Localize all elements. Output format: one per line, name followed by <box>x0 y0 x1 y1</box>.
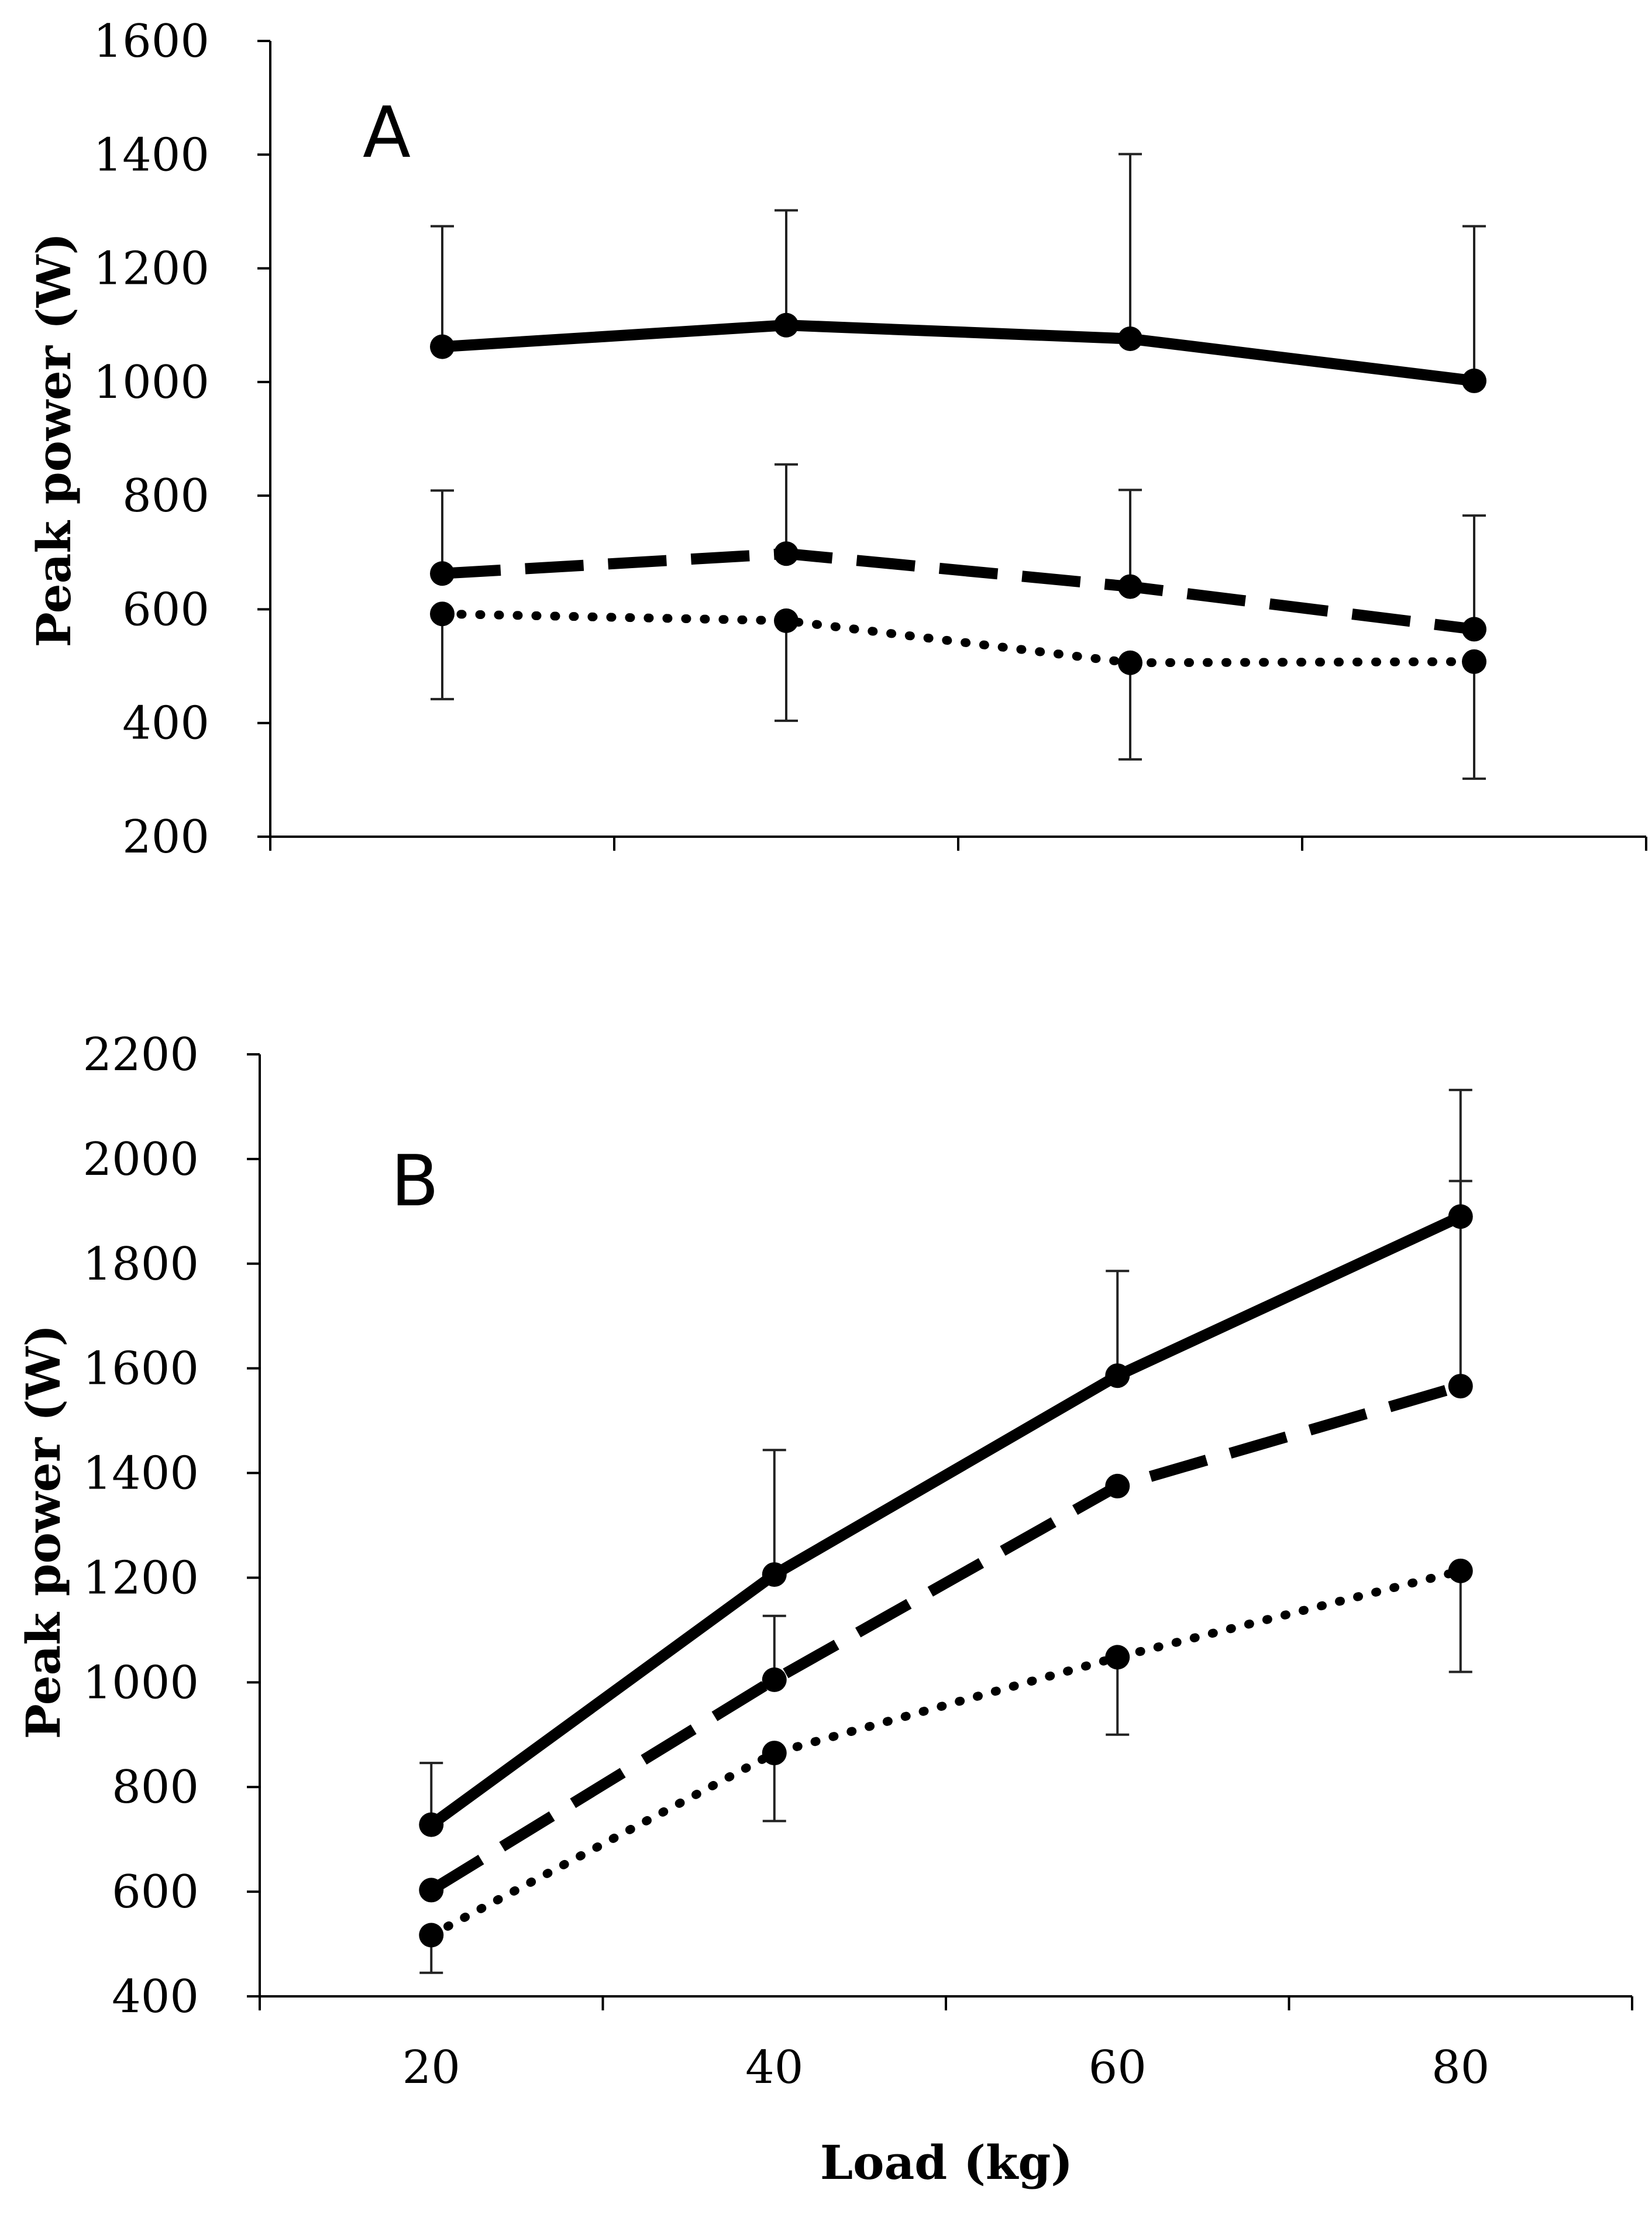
panel-b-series-line-dashed <box>428 1380 1462 1895</box>
panel-a-series-line-solid <box>442 319 1475 387</box>
panel-b-point-dotted <box>1105 1645 1130 1670</box>
panel-a-series-line-dotted <box>438 609 1479 668</box>
panel-b-series-lines <box>426 1211 1465 1940</box>
panel-b-y-tick-label: 2200 <box>82 1029 199 1081</box>
panel-a-y-tick-label: 1200 <box>93 243 209 295</box>
panel-a-y-tick-label: 600 <box>122 583 209 636</box>
panel-a-point-solid <box>430 334 455 359</box>
panel-a-y-tick-label: 1400 <box>93 129 209 181</box>
panel-a-y-tick-label: 1000 <box>93 356 209 409</box>
panel-b-axes: 400 600 800 1000 1200 1400 1600 1800 2000 2200 20 4… <box>82 1029 1633 2094</box>
panel-a-point-dotted <box>1462 649 1486 674</box>
panel-b-y-tick-label: 1800 <box>82 1238 199 1291</box>
panel-a-y-tick-label: 400 <box>122 697 209 750</box>
panel-b-point-dashed <box>762 1667 787 1692</box>
panel-b-y-tick-label: 1200 <box>82 1552 199 1604</box>
panel-b-y-tick-label: 1000 <box>82 1656 199 1709</box>
panel-b-y-tick-label: 1600 <box>82 1343 199 1395</box>
panel-a-series-line-dashed <box>442 548 1475 635</box>
panel-a-point-solid <box>774 312 799 338</box>
panel-b-point-dotted <box>762 1741 787 1766</box>
panel-a-point-dashed <box>1462 617 1486 642</box>
panel-a-point-dotted <box>1118 650 1142 675</box>
panel-a-point-dotted <box>774 608 799 633</box>
panel-a-point-solid <box>1118 326 1142 352</box>
panel-b-x-tick-label: 80 <box>1431 2041 1489 2094</box>
panel-b-point-solid <box>419 1812 444 1837</box>
panel-a-y-tick-label: 200 <box>122 811 209 864</box>
panel-b-point-dotted <box>1448 1558 1473 1583</box>
panel-a-error-bars <box>431 153 1486 780</box>
panel-b-y-tick-label: 400 <box>112 1971 199 2023</box>
panel-b-error-bars <box>419 1088 1472 1974</box>
panel-b-point-dashed <box>1105 1473 1130 1498</box>
panel-a: 200 400 600 800 1000 1200 1400 1600 A Peak powe… <box>26 15 1647 864</box>
panel-b-labels: B Peak power (W) Load (kg) <box>16 1141 1073 2190</box>
panel-a-letter: A <box>363 92 411 174</box>
panel-a-y-tick-label: 1600 <box>93 15 209 68</box>
panel-b-point-solid <box>1105 1363 1130 1388</box>
panel-b-series-line-dotted <box>426 1566 1465 1940</box>
panel-b-x-tick-label: 40 <box>745 2041 803 2094</box>
panel-b-letter: B <box>391 1141 439 1222</box>
panel-b-y-tick-label: 1400 <box>82 1448 199 1500</box>
panel-a-labels: A Peak power (W) <box>26 92 411 647</box>
panel-b-point-solid <box>762 1562 787 1587</box>
panel-b: 400 600 800 1000 1200 1400 1600 1800 2000 2200 20 4… <box>16 1029 1633 2190</box>
panel-b-x-tick-label: 20 <box>402 2041 460 2094</box>
panel-a-y-tick-label: 800 <box>122 470 209 522</box>
panel-b-x-tick-label: 60 <box>1089 2041 1147 2094</box>
panel-a-point-dotted <box>430 601 455 627</box>
panel-a-point-dashed <box>430 561 455 586</box>
panel-a-points <box>430 312 1486 675</box>
panel-b-y-tick-label: 800 <box>112 1761 199 1814</box>
panel-b-point-dotted <box>419 1923 444 1948</box>
panel-b-series-line-solid <box>428 1211 1463 1830</box>
panel-b-point-dashed <box>1448 1374 1473 1399</box>
panel-b-point-solid <box>1448 1204 1473 1229</box>
panel-a-point-dashed <box>1118 574 1142 599</box>
panel-b-y-tick-label: 600 <box>112 1866 199 1919</box>
panel-b-x-axis-title: Load (kg) <box>820 2135 1073 2190</box>
panel-a-y-axis-title: Peak power (W) <box>26 233 81 648</box>
panel-a-axes: 200 400 600 800 1000 1200 1400 1600 <box>93 15 1647 864</box>
panel-a-series-lines <box>438 319 1479 668</box>
panel-b-points <box>419 1204 1473 1948</box>
panel-b-point-dashed <box>419 1878 444 1903</box>
panel-b-y-tick-label: 2000 <box>82 1133 199 1186</box>
panel-b-y-axis-title: Peak power (W) <box>16 1325 71 1739</box>
panel-a-point-solid <box>1462 368 1486 393</box>
panel-a-point-dashed <box>774 541 799 566</box>
